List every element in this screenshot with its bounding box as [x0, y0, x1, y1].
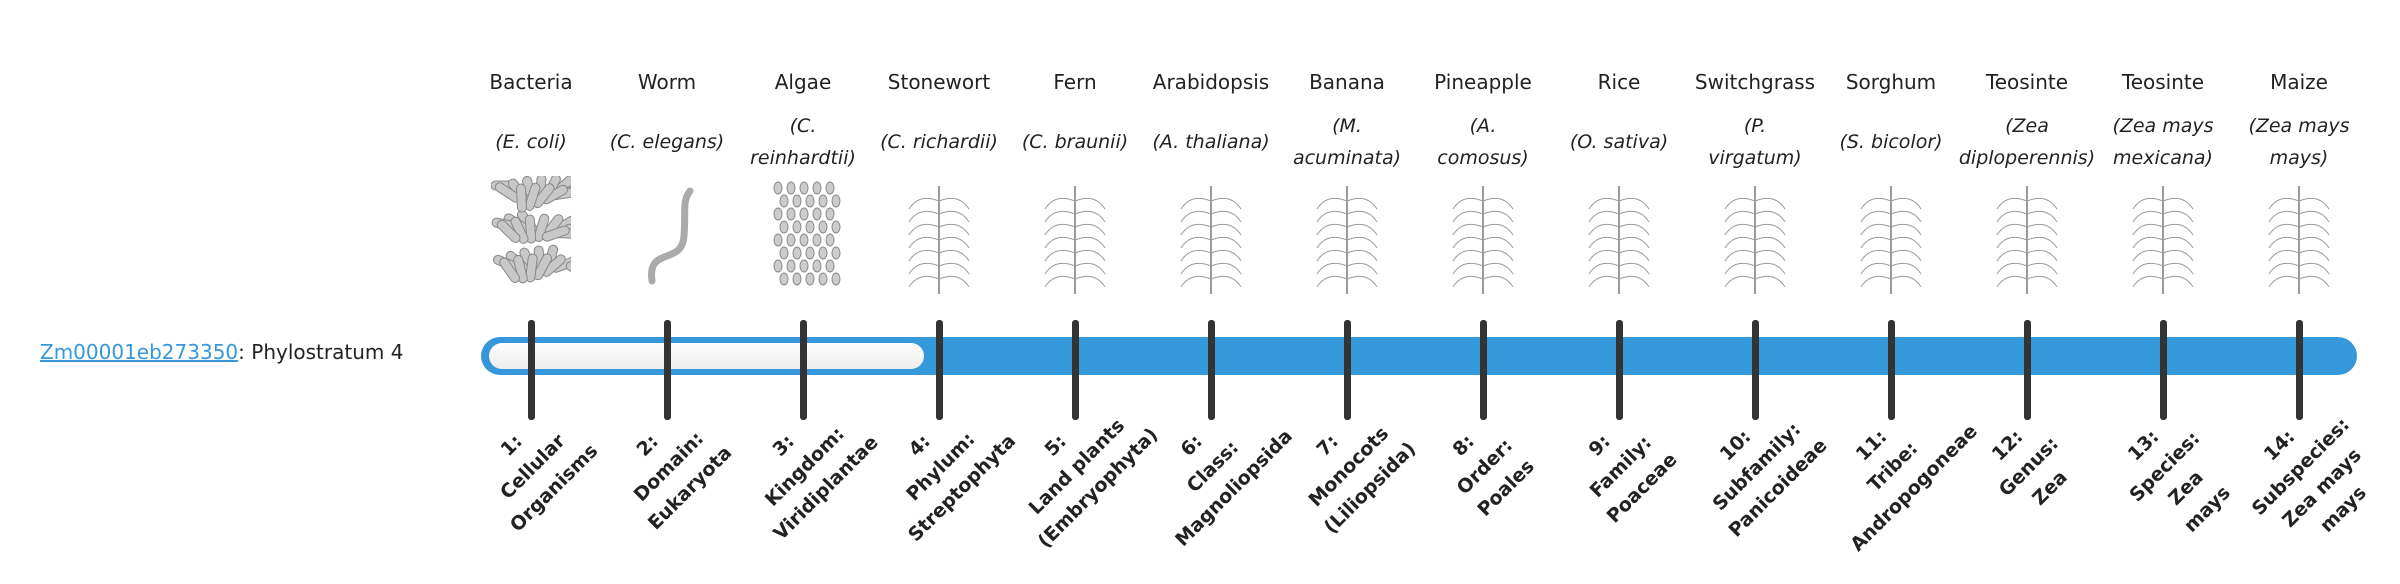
organism-scientific-name: (P. virgatum): [1708, 115, 1802, 169]
organism-scientific-name: (C. reinhardtii): [750, 115, 856, 169]
organism-common-name: Teosinte: [2121, 70, 2205, 94]
stratum-tick: [1072, 320, 1079, 420]
organism-scientific-name: (O. sativa): [1569, 131, 1669, 153]
organism-scientific-name: (A. comosus): [1437, 115, 1529, 169]
organism-scientific-name: (Zea mays mexicana): [2112, 115, 2214, 169]
organism-scientific-name: (Zea diploperennis): [1958, 115, 2096, 169]
organism-common-name: Switchgrass: [1694, 70, 1816, 94]
organism-scientific-name: (C. braunii): [1021, 131, 1129, 153]
stratum-tick: [2296, 320, 2303, 420]
stratum-tick: [1208, 320, 1215, 420]
stratum-tick: [2160, 320, 2167, 420]
stratum-tick: [936, 320, 943, 420]
stratum-tick: [1752, 320, 1759, 420]
organism-common-name: Pineapple: [1434, 70, 1532, 94]
organism-common-name: Maize: [2270, 70, 2328, 94]
arabidopsis-icon: [1166, 176, 1256, 296]
phylostratum-bar-empty-segment: [489, 343, 924, 369]
organism-common-name: Worm: [637, 70, 697, 94]
banana-icon: [1302, 176, 1392, 296]
organism-common-name: Stonewort: [887, 70, 991, 94]
stratum-tick: [1888, 320, 1895, 420]
worm-icon: [622, 176, 712, 296]
stratum-tick: [528, 320, 535, 420]
teosinte-icon: [1982, 176, 2072, 296]
algae-icon: [758, 176, 848, 296]
rice-icon: [1574, 176, 1664, 296]
stratum-tick: [1616, 320, 1623, 420]
stratum-label: 14: Subspecies: Zea mays mays: [2247, 413, 2371, 537]
stratum-tick: [1480, 320, 1487, 420]
organism-scientific-name: (S. bicolor): [1839, 131, 1943, 153]
gene-id-link[interactable]: Zm00001eb273350: [40, 340, 239, 364]
organism-scientific-name: (Zea mays mays): [2248, 115, 2350, 169]
organism-common-name: Arabidopsis: [1152, 70, 1270, 94]
stratum-tick: [2024, 320, 2031, 420]
organism-scientific-name: (E. coli): [495, 131, 567, 153]
teosinte-icon: [2118, 176, 2208, 296]
pineapple-icon: [1438, 176, 1528, 296]
bacteria-icon: [486, 176, 576, 296]
organism-scientific-name: (C. elegans): [609, 131, 725, 153]
organism-common-name: Algae: [774, 70, 832, 94]
organism-scientific-name: (C. richardii): [880, 131, 998, 153]
organism-common-name: Fern: [1053, 70, 1097, 94]
phylostratum-bar: [481, 337, 2357, 375]
fern-icon: [1030, 176, 1120, 296]
organism-common-name: Banana: [1309, 70, 1385, 94]
phylostratum-text: : Phylostratum 4: [238, 340, 404, 364]
gene-label: Zm00001eb273350: Phylostratum 4: [40, 340, 403, 364]
sorghum-icon: [1846, 176, 1936, 296]
maize-icon: [2254, 176, 2344, 296]
organism-common-name: Sorghum: [1845, 70, 1937, 94]
organism-scientific-name: (A. thaliana): [1152, 131, 1270, 153]
organism-common-name: Teosinte: [1985, 70, 2069, 94]
stratum-tick: [1344, 320, 1351, 420]
organism-common-name: Rice: [1597, 70, 1641, 94]
stratum-tick: [800, 320, 807, 420]
organism-common-name: Bacteria: [489, 70, 573, 94]
stonewort-icon: [894, 176, 984, 296]
organism-scientific-name: (M. acuminata): [1292, 115, 1402, 169]
switchgrass-icon: [1710, 176, 1800, 296]
stratum-tick: [664, 320, 671, 420]
